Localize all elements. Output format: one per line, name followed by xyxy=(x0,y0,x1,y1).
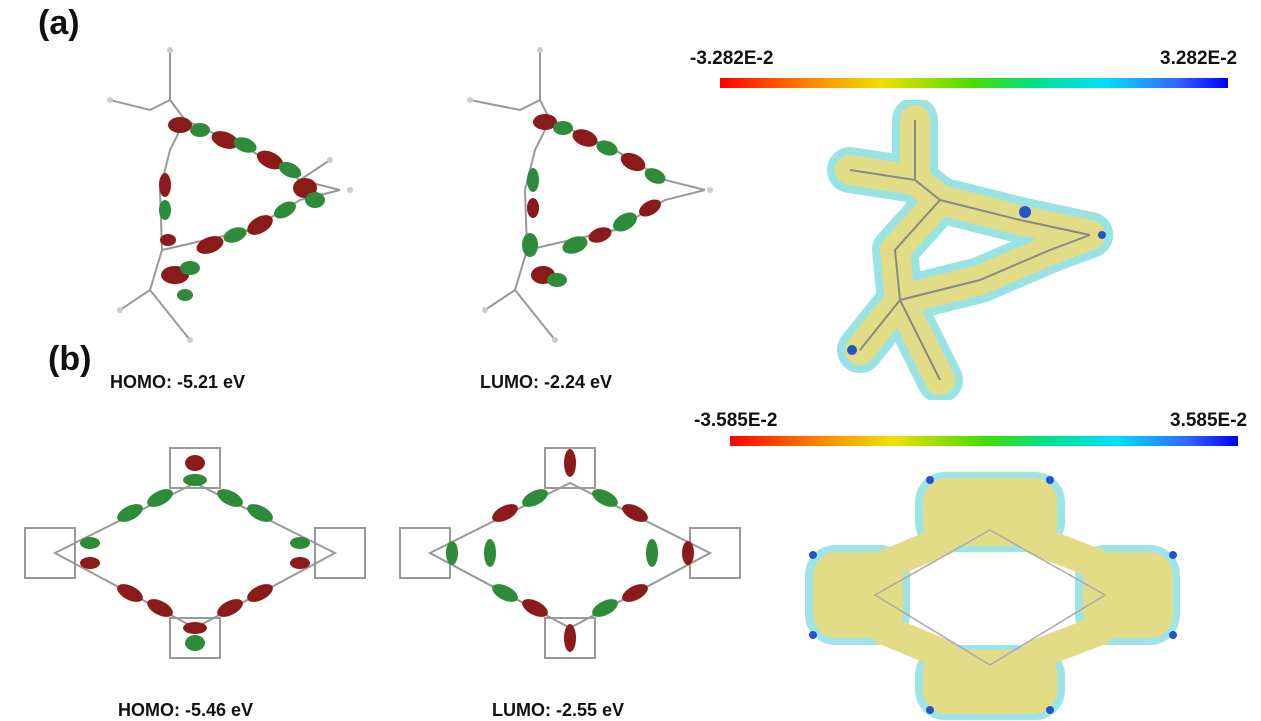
colorbar-a-min-label: -3.282E-2 xyxy=(690,48,774,69)
lumo-orbital-diamond xyxy=(390,428,760,678)
colorbar-b xyxy=(730,436,1238,446)
panel-a-label: (a) xyxy=(38,4,80,42)
panel-b-label: (b) xyxy=(48,340,92,378)
colorbar-a-max-label: 3.282E-2 xyxy=(1160,48,1238,69)
colorbar-b-max-label: 3.585E-2 xyxy=(1170,410,1248,431)
homo-orbital-triangle xyxy=(90,40,390,360)
esp-map-triangle xyxy=(820,100,1120,400)
homo-energy-label-b: HOMO: -5.46 eV xyxy=(118,700,254,720)
colorbar-a xyxy=(720,78,1228,88)
lumo-orbital-triangle xyxy=(445,40,745,360)
lumo-energy-label-a: LUMO: -2.24 eV xyxy=(480,372,613,392)
colorbar-b-min-label: -3.585E-2 xyxy=(694,410,778,431)
lumo-energy-label-b: LUMO: -2.55 eV xyxy=(492,700,625,720)
esp-map-diamond xyxy=(805,470,1185,720)
homo-orbital-diamond xyxy=(10,428,380,678)
homo-energy-label-a: HOMO: -5.21 eV xyxy=(110,372,246,392)
